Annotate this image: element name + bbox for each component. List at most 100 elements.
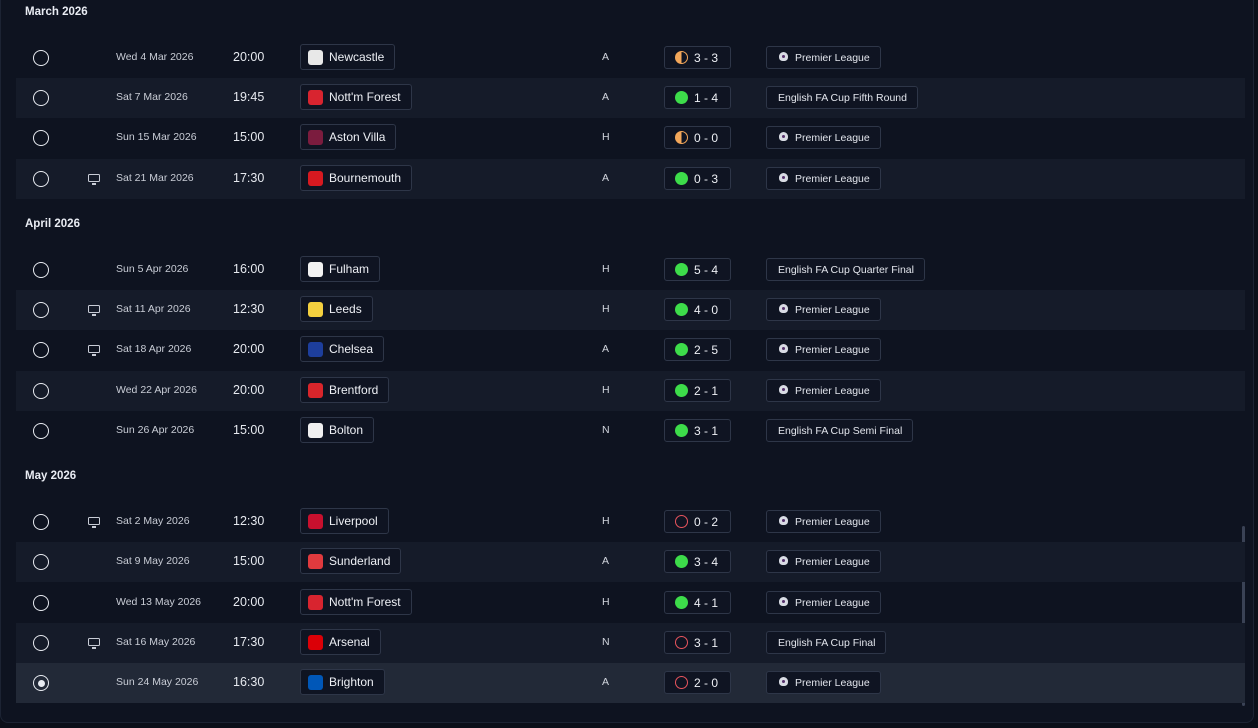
win-result-icon: [675, 555, 688, 568]
competition-chip[interactable]: Premier League: [766, 671, 881, 694]
select-radio[interactable]: [33, 342, 49, 358]
result-chip[interactable]: 5 - 4: [664, 258, 731, 281]
venue-label: A: [602, 51, 610, 63]
opponent-chip[interactable]: Bolton: [300, 417, 375, 443]
select-radio[interactable]: [33, 171, 49, 187]
opponent-chip[interactable]: Arsenal: [300, 629, 381, 655]
scrollbar[interactable]: [1242, 526, 1245, 706]
result-chip[interactable]: 0 - 2: [664, 510, 731, 533]
fixture-row[interactable]: Sat 2 May 2026 12:30 Liverpool H 0 - 2 Premie…: [16, 502, 1245, 542]
fixture-row[interactable]: Sat 18 Apr 2026 20:00 Chelsea A 2 - 5 Premier…: [16, 330, 1245, 370]
fixture-row[interactable]: Sun 26 Apr 2026 15:00 Bolton N 3 - 1 English …: [16, 411, 1245, 451]
competition-chip[interactable]: Premier League: [766, 379, 881, 402]
select-radio[interactable]: [33, 554, 49, 570]
result-chip[interactable]: 3 - 1: [664, 631, 731, 654]
fixture-date: Wed 22 Apr 2026: [116, 384, 197, 396]
score: 4 - 0: [694, 302, 719, 317]
result-chip[interactable]: 2 - 5: [664, 338, 731, 361]
score: 3 - 4: [694, 554, 719, 569]
win-result-icon: [675, 596, 688, 609]
fixture-date: Wed 13 May 2026: [116, 596, 202, 608]
bournemouth-crest: [308, 170, 323, 186]
opponent-chip[interactable]: Bournemouth: [300, 165, 413, 191]
opponent-chip[interactable]: Sunderland: [300, 548, 402, 574]
opponent-chip[interactable]: Aston Villa: [300, 124, 397, 150]
result-chip[interactable]: 4 - 1: [664, 591, 731, 614]
loss-result-icon: [675, 515, 688, 528]
opponent-chip[interactable]: Brentford: [300, 377, 390, 403]
fixture-row[interactable]: Sat 7 Mar 2026 19:45 Nott'm Forest A 1 - 4 En…: [16, 78, 1245, 118]
select-radio[interactable]: [33, 595, 49, 611]
opponent-chip[interactable]: Brighton: [300, 669, 385, 695]
select-radio[interactable]: [33, 302, 49, 318]
opponent-chip[interactable]: Fulham: [300, 256, 381, 282]
opponent-chip[interactable]: Nott'm Forest: [300, 589, 412, 615]
fixture-row[interactable]: Sun 15 Mar 2026 15:00 Aston Villa H 0 - 0 Pre…: [16, 118, 1245, 158]
result-chip[interactable]: 2 - 0: [664, 671, 731, 694]
opponent-name: Bolton: [329, 423, 364, 437]
select-radio[interactable]: [33, 262, 49, 278]
premier-league-icon: [778, 596, 789, 609]
draw-result-icon: [675, 131, 688, 144]
competition-name: English FA Cup Quarter Final: [778, 263, 914, 276]
fixture-row[interactable]: Sun 5 Apr 2026 16:00 Fulham H 5 - 4 English F…: [16, 250, 1245, 290]
fixture-row[interactable]: Wed 22 Apr 2026 20:00 Brentford H 2 - 1 Premi…: [16, 371, 1245, 411]
month-heading: March 2026: [25, 6, 88, 18]
competition-chip[interactable]: Premier League: [766, 298, 881, 321]
fixture-row[interactable]: Sat 9 May 2026 15:00 Sunderland A 3 - 4 Premi…: [16, 542, 1245, 582]
competition-name: English FA Cup Final: [778, 636, 876, 649]
opponent-name: Brighton: [329, 675, 374, 689]
select-radio[interactable]: [33, 90, 49, 106]
competition-chip[interactable]: English FA Cup Quarter Final: [766, 258, 925, 281]
fixture-row[interactable]: Sun 24 May 2026 16:30 Brighton A 2 - 0 Premie…: [16, 663, 1245, 703]
win-result-icon: [675, 91, 688, 104]
fixture-row[interactable]: Sat 11 Apr 2026 12:30 Leeds H 4 - 0 Premier L…: [16, 290, 1245, 330]
competition-name: Premier League: [795, 172, 870, 185]
result-chip[interactable]: 4 - 0: [664, 298, 731, 321]
opponent-chip[interactable]: Leeds: [300, 296, 373, 322]
result-chip[interactable]: 0 - 3: [664, 167, 731, 190]
opponent-chip[interactable]: Chelsea: [300, 336, 385, 362]
opponent-name: Bournemouth: [329, 171, 402, 185]
select-radio[interactable]: [33, 383, 49, 399]
select-radio[interactable]: [33, 514, 49, 530]
select-radio[interactable]: [33, 675, 49, 691]
opponent-chip[interactable]: Nott'm Forest: [300, 84, 412, 110]
score: 3 - 1: [694, 423, 719, 438]
liverpool-crest: [308, 513, 323, 529]
competition-chip[interactable]: English FA Cup Final: [766, 631, 887, 654]
competition-chip[interactable]: Premier League: [766, 126, 881, 149]
fixture-row[interactable]: Wed 4 Mar 2026 20:00 Newcastle A 3 - 3 Premie…: [16, 38, 1245, 78]
competition-chip[interactable]: English FA Cup Semi Final: [766, 419, 914, 442]
opponent-chip[interactable]: Newcastle: [300, 44, 396, 70]
result-chip[interactable]: 1 - 4: [664, 86, 731, 109]
fixture-time: 15:00: [233, 423, 265, 437]
fixture-time: 20:00: [233, 342, 265, 356]
result-chip[interactable]: 3 - 4: [664, 550, 731, 573]
select-radio[interactable]: [33, 423, 49, 439]
competition-chip[interactable]: Premier League: [766, 591, 881, 614]
result-chip[interactable]: 3 - 3: [664, 46, 731, 69]
fixture-row[interactable]: Sat 16 May 2026 17:30 Arsenal N 3 - 1 English…: [16, 623, 1245, 663]
select-radio[interactable]: [33, 50, 49, 66]
competition-chip[interactable]: Premier League: [766, 338, 881, 361]
competition-chip[interactable]: English FA Cup Fifth Round: [766, 86, 918, 109]
competition-chip[interactable]: Premier League: [766, 46, 881, 69]
competition-chip[interactable]: Premier League: [766, 550, 881, 573]
select-radio[interactable]: [33, 635, 49, 651]
fixture-time: 17:30: [233, 635, 265, 649]
win-result-icon: [675, 172, 688, 185]
competition-chip[interactable]: Premier League: [766, 167, 881, 190]
competition-chip[interactable]: Premier League: [766, 510, 881, 533]
score: 1 - 4: [694, 90, 719, 105]
result-chip[interactable]: 0 - 0: [664, 126, 731, 149]
result-chip[interactable]: 2 - 1: [664, 379, 731, 402]
fixture-date: Sun 26 Apr 2026: [116, 424, 195, 436]
fixture-row[interactable]: Wed 13 May 2026 20:00 Nott'm Forest H 4 - 1 P…: [16, 583, 1245, 623]
select-radio[interactable]: [33, 130, 49, 146]
result-chip[interactable]: 3 - 1: [664, 419, 731, 442]
fixture-row[interactable]: Sat 21 Mar 2026 17:30 Bournemouth A 0 - 3 Pre…: [16, 159, 1245, 199]
premier-league-icon: [778, 515, 789, 528]
opponent-chip[interactable]: Liverpool: [300, 508, 389, 534]
